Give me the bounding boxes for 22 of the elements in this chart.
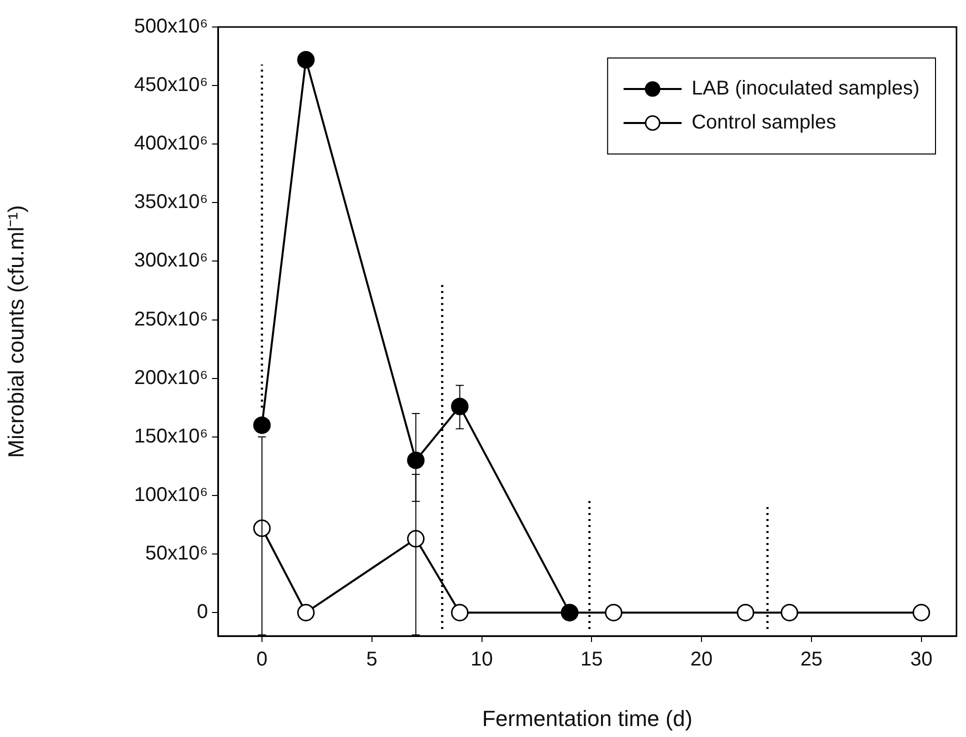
y-tick-label: 50x10⁶ — [145, 542, 208, 565]
x-tick-label: 20 — [690, 648, 713, 671]
x-tick-label: 0 — [256, 648, 268, 671]
y-tick-label: 450x10⁶ — [134, 74, 208, 96]
y-tick-label: 150x10⁶ — [134, 425, 208, 448]
y-tick-label: 350x10⁶ — [134, 191, 208, 214]
y-tick-label: 500x10⁶ — [134, 16, 208, 38]
y-axis-title: Microbial counts (cfu.ml⁻¹) — [3, 205, 28, 458]
x-tick-label: 10 — [470, 648, 493, 671]
y-tick-label: 400x10⁶ — [134, 132, 208, 155]
y-tick-label: 200x10⁶ — [134, 366, 208, 389]
y-tick-label: 0 — [196, 601, 208, 624]
legend-label: Control samples — [692, 112, 836, 134]
x-tick-label: 25 — [800, 648, 823, 671]
y-tick-label: 300x10⁶ — [134, 250, 208, 272]
x-axis-title: Fermentation time (d) — [482, 706, 692, 731]
y-tick-label: 100x10⁶ — [134, 484, 208, 506]
x-tick-label: 15 — [580, 648, 603, 671]
legend-label: LAB (inoculated samples) — [692, 78, 920, 100]
y-tick-label: 250x10⁶ — [134, 308, 208, 330]
x-tick-label: 5 — [366, 648, 378, 671]
x-tick-label: 30 — [910, 648, 932, 671]
